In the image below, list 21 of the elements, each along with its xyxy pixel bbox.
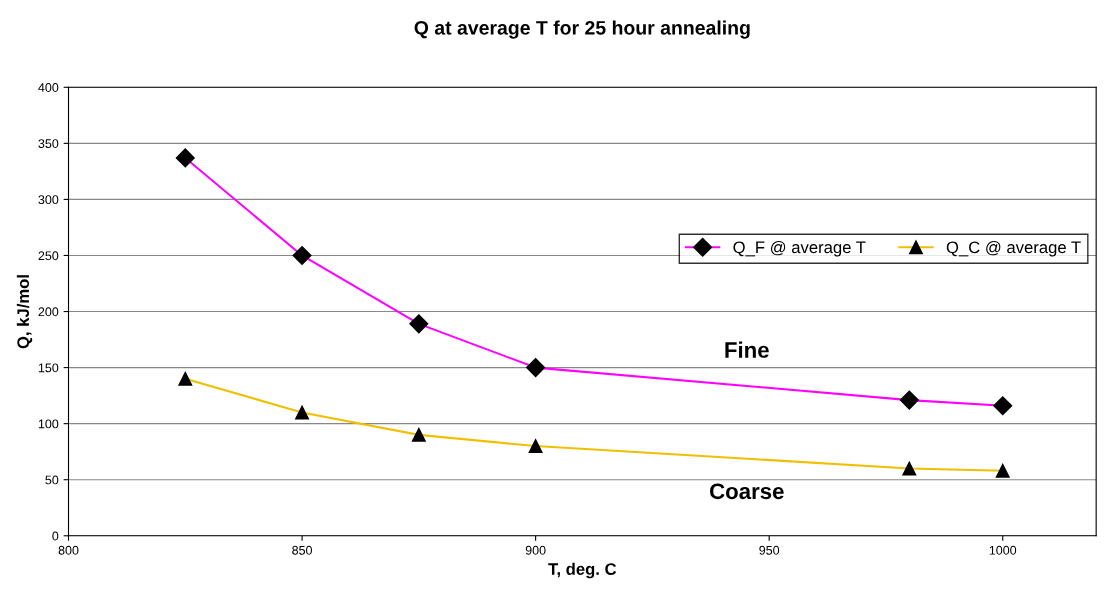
- annotation: Fine: [725, 341, 769, 358]
- legend-label: Q_F @ average T: [733, 240, 866, 257]
- y-tick-label: 250: [38, 251, 59, 261]
- y-tick-label: 0: [52, 531, 59, 541]
- x-tick-label: 950: [759, 545, 780, 555]
- annotation: Coarse: [710, 483, 784, 500]
- legend-label: Q_C @ average T: [946, 240, 1081, 257]
- x-tick-label: 900: [525, 545, 546, 555]
- y-axis-title: Q, kJ/mol: [16, 275, 33, 349]
- y-tick-label: 50: [45, 475, 59, 485]
- x-tick-label: 850: [292, 545, 313, 555]
- chart-title: Q at average T for 25 hour annealing: [414, 20, 750, 39]
- y-tick-label: 350: [38, 139, 59, 148]
- y-tick-label: 200: [38, 307, 59, 317]
- x-axis-title: T, deg. C: [548, 562, 617, 579]
- y-tick-label: 400: [38, 83, 59, 92]
- x-tick-label: 1000: [989, 545, 1017, 555]
- y-tick-label: 300: [38, 195, 59, 205]
- y-tick-label: 100: [38, 419, 59, 429]
- x-tick-label: 800: [58, 545, 79, 555]
- y-tick-label: 150: [38, 363, 59, 373]
